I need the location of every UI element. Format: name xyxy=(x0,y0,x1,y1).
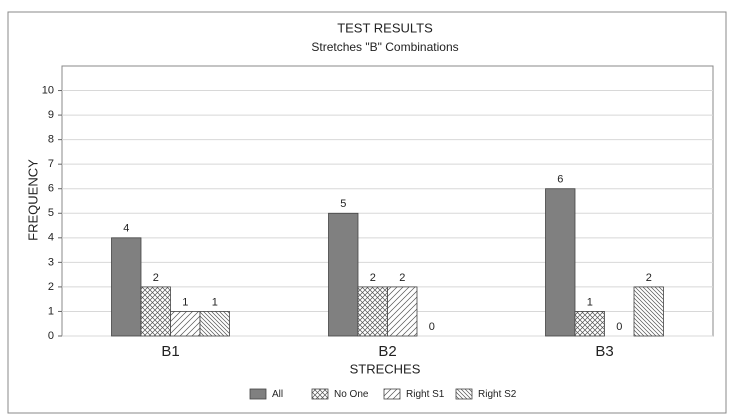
legend-label: All xyxy=(272,389,283,400)
y-tick-label: 6 xyxy=(48,183,54,195)
bar xyxy=(387,286,418,337)
y-tick-label: 3 xyxy=(48,256,54,268)
value-label: 5 xyxy=(340,198,346,210)
legend-swatch xyxy=(249,388,267,400)
bar xyxy=(199,311,230,337)
value-label: 0 xyxy=(429,321,435,333)
value-label: 2 xyxy=(399,272,405,284)
legend-label: No One xyxy=(334,389,369,400)
value-label: 6 xyxy=(557,174,563,186)
bar xyxy=(545,188,576,337)
x-tick-label: B2 xyxy=(378,343,396,360)
legend-swatch xyxy=(455,388,473,400)
y-tick-label: 1 xyxy=(48,305,54,317)
y-tick-label: 0 xyxy=(48,330,54,342)
y-tick-label: 4 xyxy=(48,232,54,244)
y-tick-label: 7 xyxy=(48,158,54,170)
bar xyxy=(140,286,171,337)
value-label: 0 xyxy=(616,321,622,333)
legend-label: Right S1 xyxy=(406,389,445,400)
value-label: 1 xyxy=(212,296,218,308)
x-tick-label: B1 xyxy=(161,343,179,360)
legend-swatch xyxy=(311,388,329,400)
y-axis-label: FREQUENCY xyxy=(25,159,40,241)
value-label: 2 xyxy=(646,272,652,284)
bar xyxy=(170,311,201,337)
value-label: 1 xyxy=(587,296,593,308)
bar xyxy=(111,237,142,337)
value-label: 1 xyxy=(182,296,188,308)
y-tick-label: 5 xyxy=(48,207,54,219)
legend-label: Right S2 xyxy=(478,389,517,400)
bar xyxy=(633,286,664,337)
bar xyxy=(357,286,388,337)
bar xyxy=(574,311,605,337)
value-label: 2 xyxy=(370,272,376,284)
x-axis-label: STRECHES xyxy=(350,361,421,376)
value-label: 4 xyxy=(123,223,129,235)
y-tick-label: 8 xyxy=(48,134,54,146)
bar xyxy=(328,212,359,337)
chart-title: TEST RESULTS xyxy=(337,20,433,35)
value-label: 2 xyxy=(153,272,159,284)
y-tick-label: 2 xyxy=(48,281,54,293)
chart-subtitle: Stretches "B" Combinations xyxy=(311,40,458,54)
y-tick-label: 10 xyxy=(42,84,54,96)
legend-swatch xyxy=(383,388,401,400)
y-tick-label: 9 xyxy=(48,109,54,121)
x-tick-label: B3 xyxy=(595,343,613,360)
